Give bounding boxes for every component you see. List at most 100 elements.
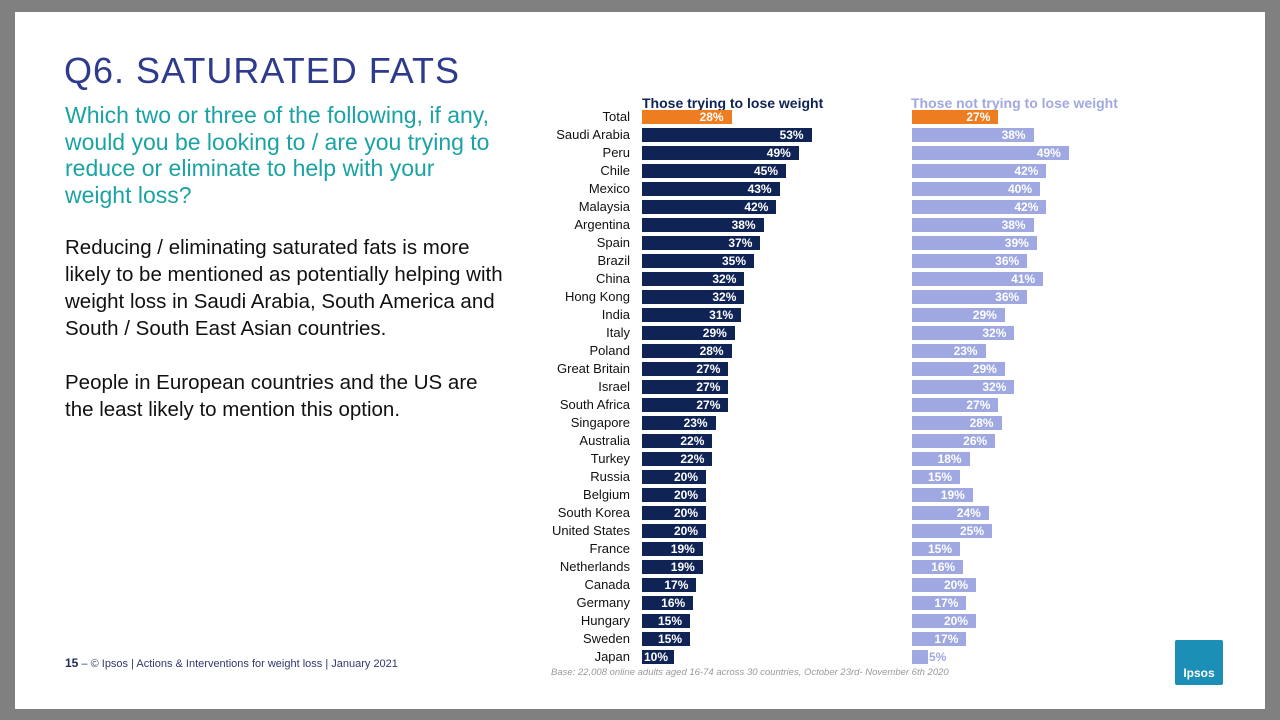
bar-not-trying: 15% xyxy=(912,542,960,556)
bar-trying: 20% xyxy=(642,524,706,538)
legend-not-trying: Those not trying to lose weight xyxy=(911,95,1118,111)
body-paragraph: People in European countries and the US … xyxy=(65,371,478,421)
category-label: Argentina xyxy=(574,217,630,232)
bar-trying: 37% xyxy=(642,236,761,250)
bar-not-trying: 42% xyxy=(912,200,1047,214)
bar-not-trying: 41% xyxy=(912,272,1044,286)
category-label: Belgium xyxy=(583,487,630,502)
category-label: Hong Kong xyxy=(564,289,630,304)
bar-trying: 20% xyxy=(642,488,706,502)
category-label: Sweden xyxy=(583,631,630,646)
bar-trying: 22% xyxy=(642,434,713,448)
footer-text: – © Ipsos | Actions & Interventions for … xyxy=(81,658,398,670)
bar-trying: 20% xyxy=(642,506,706,520)
bar-trying: 27% xyxy=(642,380,729,394)
bar-trying: 15% xyxy=(642,632,690,646)
bar-not-trying: 17% xyxy=(912,596,967,610)
bar-trying: 42% xyxy=(642,200,777,214)
category-label: Malaysia xyxy=(578,199,630,214)
bar-trying: 19% xyxy=(642,542,703,556)
bar-trying: 16% xyxy=(642,596,694,610)
bar-trying: 32% xyxy=(642,290,745,304)
bar-trying: 32% xyxy=(642,272,745,286)
bar-not-trying: 26% xyxy=(912,434,996,448)
category-label: South Africa xyxy=(559,397,630,412)
bar-not-trying: 29% xyxy=(912,362,1005,376)
bar-not-trying: 17% xyxy=(912,632,967,646)
body-paragraph: Reducing / eliminating saturated fats is… xyxy=(65,236,503,340)
bar-trying: 22% xyxy=(642,452,713,466)
bar-trying: 45% xyxy=(642,164,786,178)
category-label: France xyxy=(589,541,630,556)
bar-trying: 27% xyxy=(642,362,729,376)
bar-trying: 43% xyxy=(642,182,780,196)
bar-not-trying: 27% xyxy=(912,398,999,412)
category-label: Saudi Arabia xyxy=(556,127,630,142)
category-label: Japan xyxy=(594,649,630,664)
bar-not-trying: 32% xyxy=(912,380,1015,394)
bar-not-trying: 25% xyxy=(912,524,992,538)
bar-trying: 17% xyxy=(642,578,697,592)
bar-trying: 31% xyxy=(642,308,742,322)
ipsos-logo: Ipsos xyxy=(1175,640,1223,685)
bar-not-trying: 23% xyxy=(912,344,986,358)
bar-trying: 20% xyxy=(642,470,706,484)
page-title: Q6. SATURATED FATS xyxy=(64,50,461,91)
category-label: Great Britain xyxy=(557,361,630,376)
footer: 15 – © Ipsos | Actions & Interventions f… xyxy=(65,656,398,670)
bar-trying: 23% xyxy=(642,416,716,430)
category-label: Mexico xyxy=(588,181,630,196)
bar-not-trying: 5% xyxy=(912,650,946,664)
bar-trying: 53% xyxy=(642,128,812,142)
bar-trying: 15% xyxy=(642,614,690,628)
category-label: Italy xyxy=(606,325,630,340)
category-label: Netherlands xyxy=(559,559,630,574)
bar-not-trying: 16% xyxy=(912,560,964,574)
bar-not-trying: 36% xyxy=(912,290,1028,304)
bar-trying: 27% xyxy=(642,398,729,412)
bar-not-trying: 42% xyxy=(912,164,1047,178)
category-label: Germany xyxy=(576,595,630,610)
bar-trying: 29% xyxy=(642,326,735,340)
bar-not-trying: 38% xyxy=(912,128,1034,142)
body-text: Reducing / eliminating saturated fats is… xyxy=(65,234,505,450)
bar-trying: 10% xyxy=(642,650,674,664)
bar-not-trying: 49% xyxy=(912,146,1069,160)
category-label: Chile xyxy=(600,163,630,178)
bar-not-trying: 24% xyxy=(912,506,989,520)
bar-not-trying: 19% xyxy=(912,488,973,502)
question-text: Which two or three of the following, if … xyxy=(65,102,490,208)
category-label: Israel xyxy=(598,379,630,394)
legend-trying: Those trying to lose weight xyxy=(642,95,824,111)
bar-not-trying: 39% xyxy=(912,236,1037,250)
category-label: Russia xyxy=(590,469,630,484)
slide xyxy=(15,12,1265,709)
category-label: Singapore xyxy=(570,415,630,430)
bar-not-trying: 32% xyxy=(912,326,1015,340)
bar-trying: 49% xyxy=(642,146,799,160)
category-label: Hungary xyxy=(580,613,630,628)
bar-not-trying: 20% xyxy=(912,578,976,592)
bar-not-trying: 40% xyxy=(912,182,1040,196)
category-label: Brazil xyxy=(597,253,630,268)
category-label: Peru xyxy=(602,145,630,160)
category-label: Australia xyxy=(579,433,630,448)
bar-trying: 28% xyxy=(642,344,732,358)
category-label: South Korea xyxy=(557,505,630,520)
bar-trying: 35% xyxy=(642,254,754,268)
category-label: Turkey xyxy=(590,451,630,466)
bar-not-trying: 15% xyxy=(912,470,960,484)
category-label: Canada xyxy=(584,577,630,592)
page-number: 15 xyxy=(65,656,79,670)
category-label: India xyxy=(601,307,630,322)
bar-not-trying: 28% xyxy=(912,416,1002,430)
category-label: China xyxy=(596,271,630,286)
category-label: Spain xyxy=(596,235,630,250)
bar-not-trying: 29% xyxy=(912,308,1005,322)
base-note: Base: 22,008 online adults aged 16-74 ac… xyxy=(551,667,949,678)
bar-not-trying: 38% xyxy=(912,218,1034,232)
bar-not-trying: 36% xyxy=(912,254,1028,268)
bar-trying: 38% xyxy=(642,218,764,232)
category-label: United States xyxy=(551,523,630,538)
category-label: Total xyxy=(602,109,630,124)
